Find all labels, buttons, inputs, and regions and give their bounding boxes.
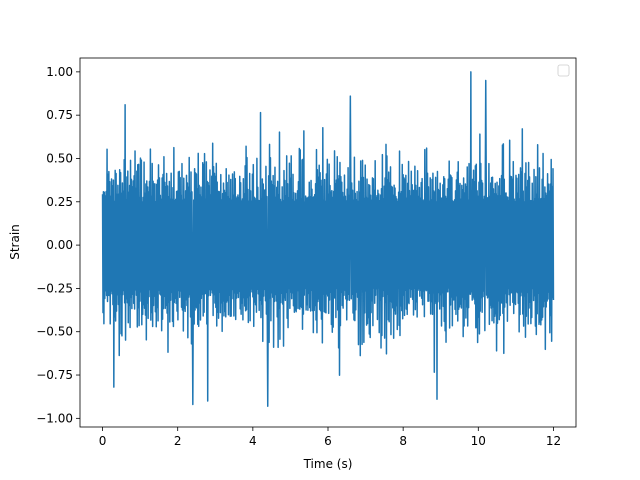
x-tick-label: 8 — [399, 434, 407, 448]
y-tick-label: 0.75 — [46, 108, 73, 122]
y-tick-label: 0.00 — [46, 238, 73, 252]
y-tick-label: −0.50 — [36, 325, 73, 339]
y-axis-label: Strain — [8, 224, 22, 260]
x-tick-label: 4 — [249, 434, 257, 448]
strain-series-line — [101, 71, 555, 407]
x-tick-label: 6 — [324, 434, 332, 448]
legend-box — [557, 64, 570, 77]
y-tick-label: 0.50 — [46, 151, 73, 165]
y-tick-label: −1.00 — [36, 411, 73, 425]
x-tick-label: 10 — [471, 434, 486, 448]
series-layer — [101, 71, 555, 407]
x-tick-label: 2 — [174, 434, 182, 448]
x-tick-label: 0 — [99, 434, 107, 448]
y-tick-label: −0.75 — [36, 368, 73, 382]
x-axis-label: Time (s) — [303, 457, 353, 471]
y-tick-label: 1.00 — [46, 65, 73, 79]
x-tick-label: 12 — [546, 434, 561, 448]
y-tick-label: −0.25 — [36, 281, 73, 295]
y-tick-label: 0.25 — [46, 195, 73, 209]
y-axis-ticks: −1.00 −0.75 −0.50 −0.25 0.00 0.25 0.50 0.75 1.00 — [36, 65, 80, 425]
x-axis-ticks: 0 2 4 6 8 10 12 — [99, 427, 561, 448]
